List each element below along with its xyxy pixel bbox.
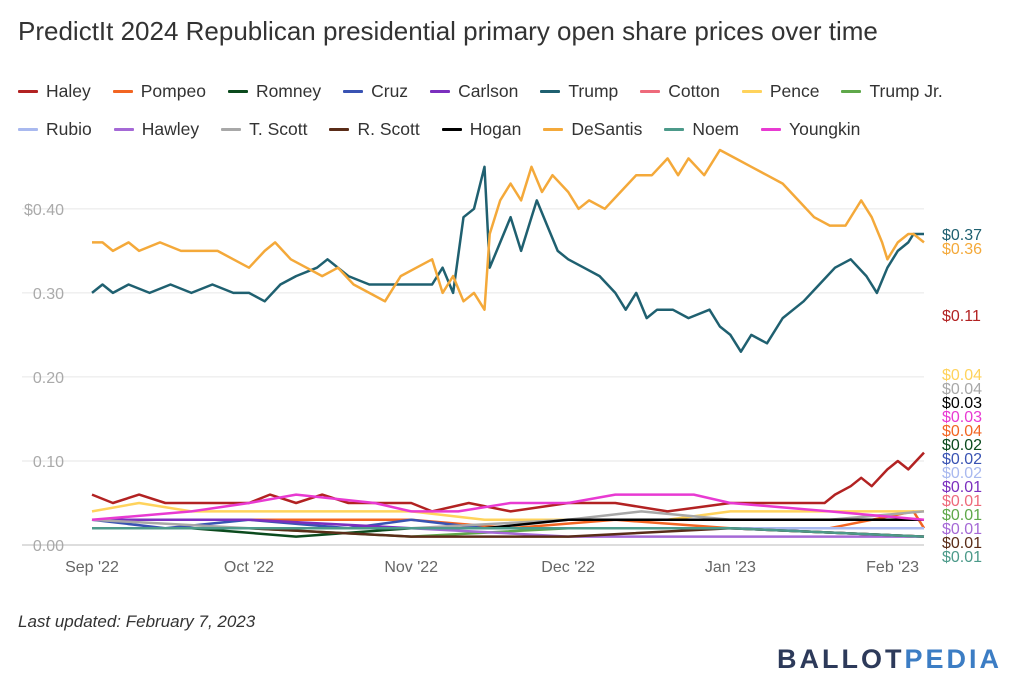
last-updated-note: Last updated: February 7, 2023	[18, 612, 256, 631]
legend-label: Trump	[568, 80, 619, 101]
legend-item-youngkin[interactable]: Youngkin	[761, 119, 860, 140]
legend-label: T. Scott	[249, 118, 308, 139]
series-line-youngkin	[91, 493, 925, 522]
legend-item-trump[interactable]: Trump	[540, 81, 618, 102]
legend-swatch	[430, 89, 451, 93]
legend-label: Romney	[255, 80, 322, 101]
legend-item-haley[interactable]: Haley	[18, 81, 91, 102]
legend-swatch	[221, 127, 242, 131]
y-tick-label: 0.20	[33, 370, 64, 387]
series-end-label: $0.01	[942, 479, 982, 496]
x-tick-label: Sep '22	[65, 559, 119, 576]
legend-swatch	[441, 127, 462, 131]
series-line-desantis	[92, 148, 925, 311]
series-end-label: $0.01	[942, 521, 982, 538]
legend-label: Noem	[692, 118, 740, 139]
legend-swatch	[112, 89, 133, 93]
legend-swatch	[343, 89, 364, 93]
legend-swatch	[329, 127, 350, 131]
legend-label: DeSantis	[571, 118, 643, 139]
series-end-label: $0.02	[942, 451, 982, 468]
legend-label: Carlson	[458, 80, 519, 101]
legend-swatch	[113, 127, 134, 131]
series-end-label: $0.04	[942, 423, 982, 440]
y-tick-label: 0.00	[33, 538, 64, 555]
x-tick-label: Dec '22	[541, 559, 595, 576]
legend-item-t-scott[interactable]: T. Scott	[221, 119, 307, 140]
series-end-label: $0.36	[942, 241, 982, 258]
legend-swatch	[18, 127, 38, 131]
chart-title: PredictIt 2024 Republican presidential p…	[18, 16, 878, 46]
series-end-label: $0.03	[942, 409, 982, 426]
legend-label: Rubio	[46, 118, 92, 139]
legend-label: Youngkin	[789, 118, 861, 139]
series-end-label: $0.02	[942, 437, 982, 454]
x-tick-label: Feb '23	[866, 559, 919, 576]
legend-item-romney[interactable]: Romney	[227, 80, 322, 102]
series-end-label: $0.01	[942, 493, 982, 510]
legend-item-carlson[interactable]: Carlson	[430, 81, 518, 102]
legend-label: Haley	[46, 80, 91, 101]
legend-swatch	[18, 89, 38, 93]
series-end-label: $0.37	[942, 227, 982, 244]
legend-row-1: Haley Pompeo Romney Cruz Carlson Trump C…	[18, 72, 1008, 110]
series-end-label: $0.01	[942, 549, 982, 566]
line-chart: 0.00 0.10 0.20 0.30 $0.40 Sep '22 Oct '22 Nov '…	[22, 148, 982, 576]
legend-item-pence[interactable]: Pence	[741, 80, 820, 102]
legend-swatch	[543, 127, 564, 131]
legend-item-cotton[interactable]: Cotton	[640, 81, 720, 102]
series-end-label: $0.11	[942, 308, 981, 325]
series-end-label: $0.02	[942, 465, 982, 482]
series-end-label: $0.04	[942, 367, 982, 384]
legend-label: Pompeo	[140, 80, 206, 101]
legend-item-rubio[interactable]: Rubio	[18, 119, 92, 140]
legend-swatch	[664, 127, 685, 131]
logo-part-pedia: PEDIA	[904, 644, 1002, 674]
legend-item-desantis[interactable]: DeSantis	[543, 119, 642, 140]
legend-swatch	[841, 89, 862, 93]
chart-legend: Haley Pompeo Romney Cruz Carlson Trump C…	[18, 72, 1008, 148]
legend-label: Trump Jr.	[869, 80, 943, 101]
legend-label: Hawley	[141, 118, 200, 139]
legend-swatch	[761, 127, 782, 131]
legend-label: Cotton	[668, 80, 720, 101]
legend-swatch	[640, 89, 661, 93]
logo-part-ballot: BALLOT	[776, 644, 905, 674]
y-tick-label: 0.10	[33, 454, 64, 471]
legend-row-2: Rubio Hawley T. Scott R. Scott Hogan DeS…	[18, 110, 1008, 148]
x-tick-label: Oct '22	[224, 559, 274, 576]
series-line-pence	[91, 501, 924, 522]
legend-swatch	[227, 89, 248, 93]
legend-item-r-scott[interactable]: R. Scott	[329, 118, 420, 140]
ballotpedia-logo: BALLOTPEDIA	[777, 644, 1002, 675]
legend-item-hawley[interactable]: Hawley	[113, 118, 200, 140]
legend-swatch	[741, 89, 762, 93]
series-end-label: $0.04	[942, 381, 982, 398]
x-tick-label: Nov '22	[384, 559, 438, 576]
legend-item-trump-jr[interactable]: Trump Jr.	[841, 80, 943, 102]
legend-label: Cruz	[371, 80, 409, 101]
legend-label: Hogan	[469, 118, 522, 139]
legend-item-noem[interactable]: Noem	[664, 119, 739, 140]
y-tick-label: $0.40	[24, 202, 64, 219]
legend-item-pompeo[interactable]: Pompeo	[112, 80, 206, 102]
series-line-trump	[91, 165, 924, 353]
legend-label: Pence	[769, 80, 820, 101]
y-tick-label: 0.30	[33, 286, 64, 303]
series-end-label: $0.01	[942, 507, 982, 524]
series-end-label: $0.01	[942, 535, 982, 552]
series-end-label: $0.03	[942, 395, 982, 412]
x-tick-label: Jan '23	[705, 559, 756, 576]
legend-swatch	[540, 89, 561, 93]
legend-label: R. Scott	[357, 118, 420, 139]
series-line-haley	[91, 451, 925, 513]
legend-item-cruz[interactable]: Cruz	[343, 81, 408, 102]
series-line-noem	[92, 526, 925, 538]
legend-item-hogan[interactable]: Hogan	[441, 118, 522, 140]
